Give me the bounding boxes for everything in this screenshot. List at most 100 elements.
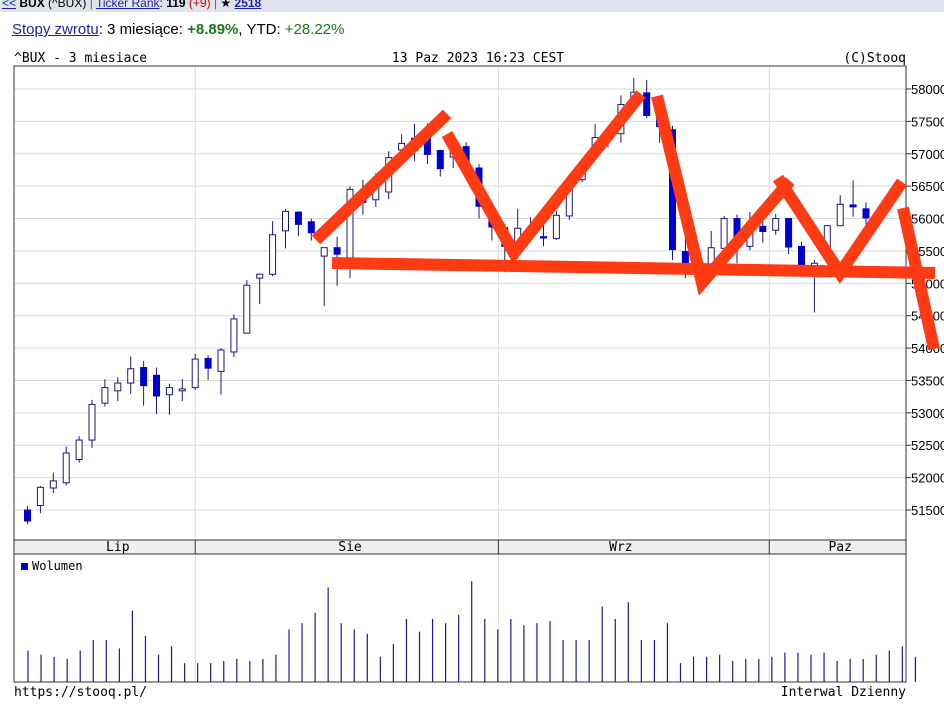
annotation-line: [311, 109, 452, 245]
ticker-rank-link[interactable]: Ticker Rank: [95, 0, 160, 10]
returns-period-label: : 3 miesiące:: [98, 21, 188, 38]
y-tick-label: 53500: [911, 373, 944, 388]
top-bar: << BUX (^BUX) | Ticker Rank: 119 (+9) | …: [0, 0, 944, 12]
candle: [230, 314, 238, 358]
candle-body-up: [720, 218, 728, 249]
y-tick-label: 57000: [911, 147, 944, 162]
ticker-symbol: BUX: [19, 0, 45, 10]
back-link[interactable]: <<: [2, 0, 17, 10]
candle: [191, 353, 199, 391]
candle: [552, 210, 560, 240]
candle: [836, 195, 844, 227]
month-axis-labels: Lip Sie Wrz Paz: [106, 540, 852, 555]
candle: [436, 149, 444, 177]
candle: [165, 383, 173, 415]
candle-body-up: [62, 452, 70, 484]
candle-body-up: [75, 439, 83, 460]
candle: [643, 79, 651, 119]
candle: [88, 399, 96, 448]
candle: [243, 280, 251, 334]
annotation-neckline: [331, 257, 936, 279]
returns-ytd-value: +28.22%: [284, 21, 345, 38]
candle-body-up: [836, 203, 844, 227]
candle: [862, 202, 870, 229]
candle-body-down: [862, 208, 870, 219]
candle-body-down: [849, 204, 857, 208]
annotation-line: [651, 94, 795, 296]
star-icon: ★: [220, 0, 232, 10]
candle-body-up: [114, 382, 122, 392]
returns-ytd-label: , YTD:: [238, 21, 285, 38]
candle-body-up: [165, 387, 173, 396]
candle-body-down: [153, 374, 160, 397]
candle-body-up: [49, 480, 57, 489]
candle-body-up: [243, 284, 251, 334]
candle: [772, 214, 780, 235]
returns-line: Stopy zwrotu: 3 miesiące: +8.89%, YTD: +…: [12, 21, 344, 38]
y-axis-ticks: 5150052000525005300053500540005450055000…: [906, 82, 944, 518]
candle: [178, 379, 186, 402]
candle-body-down: [204, 357, 212, 369]
candle: [127, 356, 135, 395]
y-tick-label: 52500: [911, 438, 944, 453]
returns-link[interactable]: Stopy zwrotu: [12, 21, 99, 38]
candle: [75, 436, 83, 463]
candle: [320, 247, 328, 306]
candle: [759, 221, 767, 243]
candle: [140, 361, 148, 406]
candle: [217, 348, 225, 395]
candle: [204, 355, 212, 380]
candle-body-down: [798, 245, 805, 268]
candle-body-up: [230, 318, 238, 353]
interval-label: Interwal Dzienny: [781, 685, 906, 700]
y-tick-label: 56500: [911, 179, 944, 194]
candle: [849, 180, 857, 217]
candle-body-down: [759, 225, 767, 232]
volume-bars: [27, 581, 917, 682]
candle: [785, 218, 793, 255]
ticker-rank-change: (+9): [188, 0, 211, 10]
time-grid: [194, 66, 770, 682]
candle: [49, 472, 57, 494]
candle: [282, 208, 289, 249]
candle: [62, 446, 70, 486]
candle: [101, 379, 109, 407]
volume-legend: Wolumen: [21, 559, 83, 573]
ticker-full-name: (^BUX): [48, 0, 87, 10]
volume-panel-frame: [13, 553, 907, 683]
month-label: Wrz: [609, 540, 632, 555]
ticker-rank-value: 119: [166, 0, 186, 10]
y-tick-label: 57500: [911, 114, 944, 129]
month-axis-band: [13, 539, 907, 555]
pattern-annotations: [311, 90, 940, 351]
y-tick-label: 58000: [911, 82, 944, 97]
candle-body-up: [772, 218, 780, 231]
price-grid: [14, 88, 906, 511]
chart-header-left: ^BUX - 3 miesiace: [14, 51, 147, 66]
candle-body-up: [36, 486, 44, 506]
y-tick-label: 51500: [911, 503, 944, 518]
candle: [294, 211, 302, 237]
source-url[interactable]: https://stooq.pl/: [14, 685, 147, 700]
candle-body-up: [269, 234, 277, 275]
volume-legend-label: Wolumen: [32, 559, 83, 573]
y-tick-label: 56000: [911, 212, 944, 227]
candle-body-down: [643, 92, 651, 117]
star-count-link[interactable]: 2518: [234, 0, 262, 10]
candle-body-down: [24, 509, 31, 522]
candle-body-up: [88, 403, 96, 441]
candle-body-up: [320, 247, 328, 257]
candle: [114, 377, 122, 402]
candle: [256, 273, 264, 305]
candle: [36, 486, 44, 514]
candle-body-up: [127, 368, 135, 384]
candle-body-down: [333, 247, 341, 255]
candle-body-up: [101, 387, 109, 404]
candle: [540, 225, 547, 247]
y-tick-label: 53000: [911, 406, 944, 421]
candle-body-up: [178, 388, 186, 392]
candle-body-down: [140, 367, 148, 387]
month-label: Sie: [338, 540, 362, 555]
candle: [307, 218, 315, 241]
